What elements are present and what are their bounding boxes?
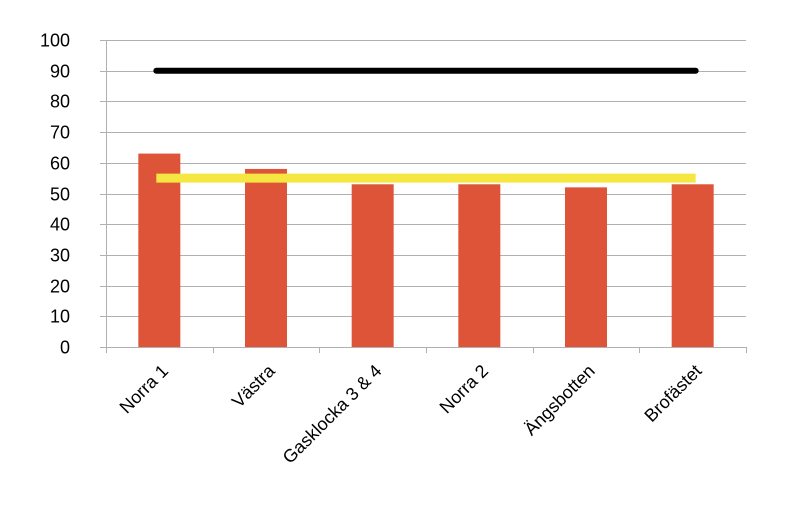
y-tick-label: 80	[50, 92, 70, 112]
x-category-label: Brofästet	[640, 361, 705, 426]
y-tick-label: 20	[50, 277, 70, 297]
bar	[351, 184, 394, 347]
bar	[138, 153, 181, 347]
axes	[106, 40, 747, 353]
x-category-label: Norra 2	[436, 361, 493, 418]
y-tick-label: 100	[40, 31, 70, 51]
x-category-label: Ängsbotten	[520, 361, 599, 440]
bar	[458, 184, 501, 347]
line-series	[153, 67, 699, 183]
x-category-label: Västra	[228, 360, 280, 412]
x-category-label: Norra 1	[116, 361, 173, 418]
bar	[565, 187, 607, 347]
x-category-labels: Norra 1 Västra Gasklocka 3 & 4 Norra 2 Ängsb…	[116, 360, 706, 468]
y-tick-label: 0	[60, 338, 70, 358]
y-tick-label: 40	[50, 215, 70, 235]
y-tick-label: 70	[50, 123, 70, 143]
y-tick-label: 60	[50, 154, 70, 174]
y-tick-label: 50	[50, 185, 70, 205]
y-tick-label: 90	[50, 62, 70, 82]
bar-series	[138, 153, 714, 347]
y-tick-label: 10	[50, 307, 70, 327]
bar	[671, 184, 714, 347]
bar	[245, 168, 287, 347]
gridlines	[100, 40, 746, 348]
y-tick-label: 30	[50, 246, 70, 266]
y-tick-labels: 0 10 20 30 40 50 60 70 80 90 100	[40, 31, 70, 358]
x-category-label: Gasklocka 3 & 4	[279, 361, 386, 468]
